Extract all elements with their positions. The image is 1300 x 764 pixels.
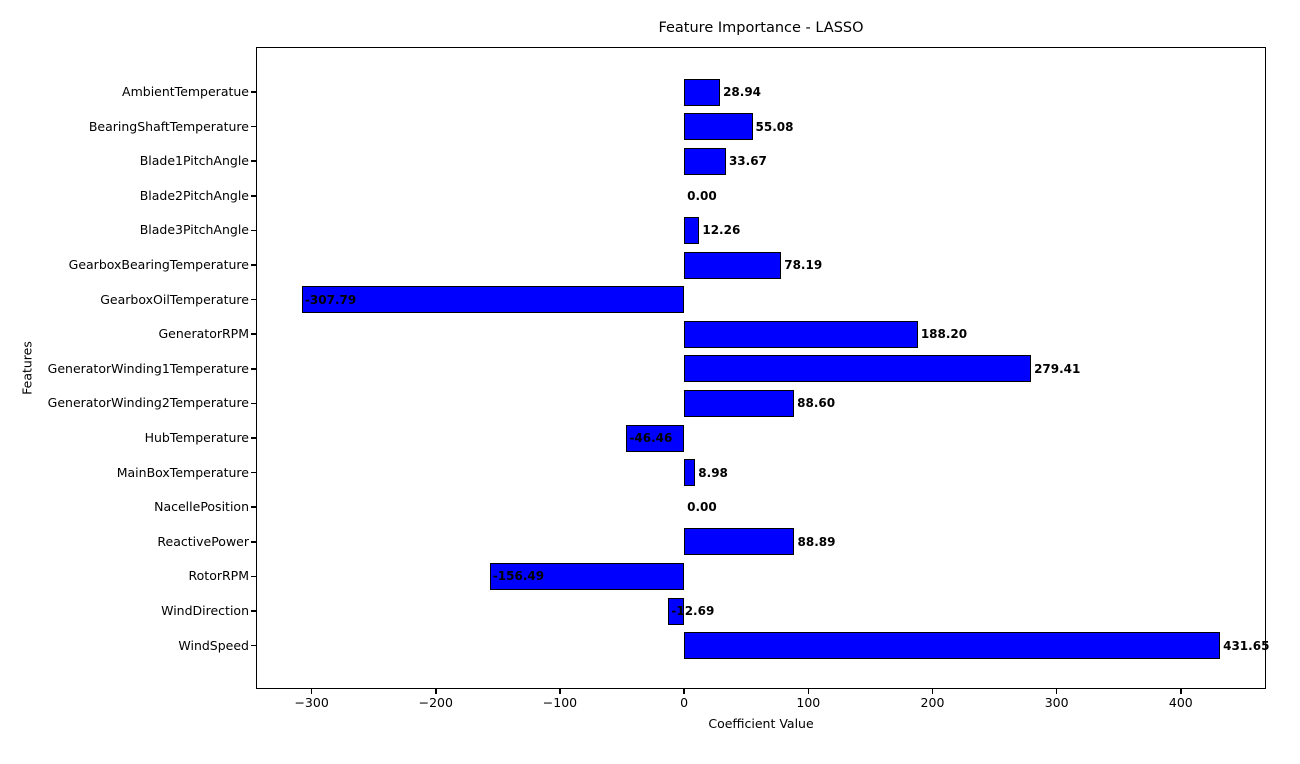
bar-value-label: 88.89 [797, 534, 836, 549]
bar-value-label: 431.65 [1223, 638, 1270, 653]
bar-value-label: 279.41 [1034, 361, 1081, 376]
y-tick-label: Blade1PitchAngle [139, 152, 249, 168]
bar [684, 459, 696, 487]
bar [684, 78, 721, 106]
y-tick-mark [251, 91, 256, 93]
y-tick-mark [251, 506, 256, 508]
bar [684, 355, 1032, 383]
y-tick-label: GeneratorWinding1Temperature [47, 360, 249, 376]
bar [684, 251, 782, 279]
x-tick-mark [559, 689, 561, 694]
y-tick-label: MainBoxTemperature [116, 464, 249, 480]
y-axis-label: Features [19, 341, 35, 395]
y-tick-label: WindDirection [161, 602, 249, 618]
y-tick-mark [251, 195, 256, 197]
bar-value-label: 88.60 [797, 396, 836, 411]
y-tick-mark [251, 229, 256, 232]
y-tick-mark [251, 471, 256, 474]
bar-value-label: -156.49 [492, 569, 545, 584]
bar-value-label: 12.26 [702, 223, 741, 238]
bar [684, 632, 1221, 660]
x-tick-mark [435, 689, 437, 694]
bar-value-label: 33.67 [728, 154, 767, 169]
plot-area [256, 47, 1266, 689]
y-tick-mark [251, 437, 256, 439]
x-tick-mark [1180, 689, 1182, 694]
y-tick-label: GearboxOilTemperature [100, 291, 249, 307]
bar [684, 320, 918, 348]
bar-value-label: 188.20 [920, 327, 968, 342]
x-tick-mark [931, 689, 934, 694]
bar-value-label: -46.46 [629, 431, 673, 445]
bar-value-label: 28.94 [723, 85, 762, 99]
y-tick-label: GeneratorWinding2Temperature [47, 395, 249, 411]
x-tick-label: 200 [920, 695, 945, 710]
y-tick-label: WindSpeed [178, 637, 249, 653]
y-tick-label: GearboxBearingTemperature [68, 256, 249, 272]
bar-value-label: 0.00 [687, 500, 717, 515]
x-tick-label: −300 [294, 695, 329, 710]
bar [626, 424, 685, 452]
chart-title: Feature Importance - LASSO [658, 20, 864, 36]
bar-value-label: 8.98 [698, 465, 728, 480]
y-tick-mark [251, 575, 256, 578]
bar-value-label: 78.19 [784, 258, 823, 272]
y-tick-label: Blade2PitchAngle [139, 187, 249, 203]
y-tick-label: Blade3PitchAngle [139, 222, 249, 238]
x-tick-label: 400 [1168, 695, 1193, 710]
y-tick-label: GeneratorRPM [158, 325, 250, 341]
y-tick-label: NacellePosition [154, 498, 249, 514]
x-axis-label: Coefficient Value [708, 716, 814, 731]
bar-value-label: 55.08 [755, 119, 794, 134]
y-tick-mark [251, 541, 256, 543]
x-tick-label: −100 [542, 695, 578, 710]
y-tick-mark [251, 644, 256, 647]
y-tick-label: ReactivePower [157, 533, 249, 549]
y-tick-mark [251, 298, 256, 301]
y-tick-label: AmbientTemperatue [122, 83, 249, 99]
bar-value-label: -12.69 [671, 604, 715, 618]
bar-value-label: 0.00 [687, 188, 717, 203]
y-tick-mark [251, 264, 256, 266]
x-tick-label: −200 [418, 695, 453, 710]
x-tick-label: 300 [1044, 695, 1069, 710]
x-tick-label: 100 [796, 695, 821, 710]
bar [684, 389, 795, 417]
bar [684, 216, 700, 244]
y-tick-mark [251, 125, 256, 128]
y-tick-mark [251, 368, 256, 370]
bar [684, 528, 795, 556]
y-tick-mark [251, 160, 256, 162]
y-tick-label: HubTemperature [144, 429, 249, 445]
x-tick-mark [1055, 689, 1058, 694]
y-tick-mark [251, 402, 256, 405]
x-tick-label: 0 [680, 695, 689, 710]
y-tick-mark [251, 610, 256, 612]
bar [301, 286, 685, 314]
x-tick-mark [310, 689, 313, 694]
y-tick-label: BearingShaftTemperature [88, 118, 249, 134]
bar [684, 113, 753, 141]
y-tick-label: RotorRPM [188, 568, 249, 584]
bar [489, 562, 685, 590]
y-tick-mark [251, 333, 256, 335]
x-tick-mark [807, 689, 810, 694]
bar [668, 597, 685, 625]
x-tick-mark [683, 689, 685, 694]
bar [684, 147, 726, 175]
bar-value-label: -307.79 [304, 292, 357, 307]
